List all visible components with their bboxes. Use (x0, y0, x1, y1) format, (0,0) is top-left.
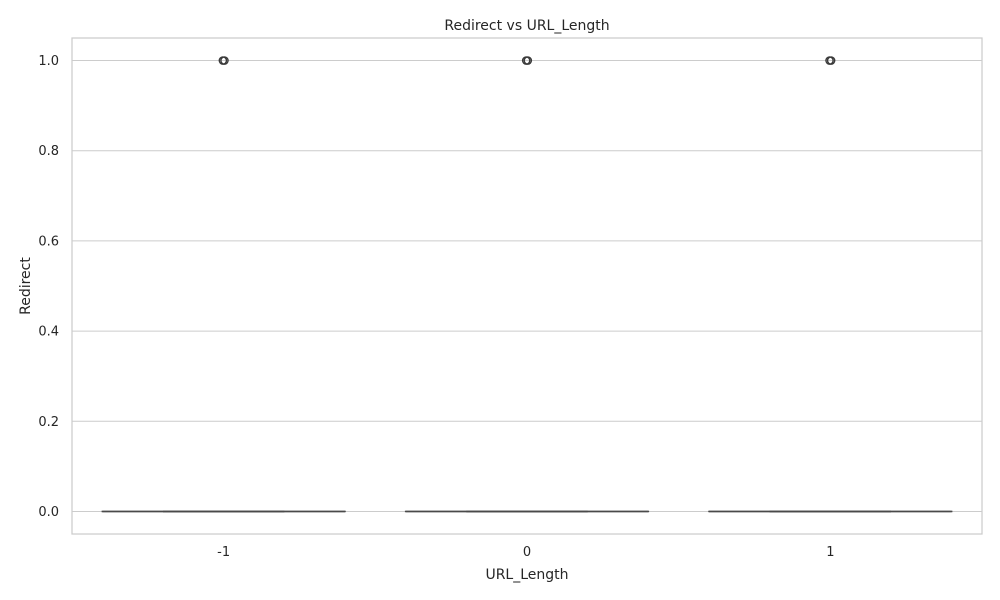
x-axis-label: URL_Length (485, 567, 568, 583)
box--1 (101, 56, 346, 513)
y-tick-label: 0.2 (38, 415, 59, 430)
y-tick-label: 1.0 (38, 54, 59, 69)
plot-frame (71, 37, 983, 535)
outlier-point (220, 56, 229, 65)
y-tick-label: 0.6 (38, 234, 59, 249)
box-0 (404, 56, 650, 513)
outlier-point (826, 56, 836, 65)
x-tick-label: 1 (826, 545, 834, 560)
grid-layer (72, 60, 982, 512)
x-tick-label: 0 (523, 545, 531, 560)
outlier-point (523, 56, 533, 65)
y-tick-label: 0.8 (38, 144, 59, 159)
y-tick-labels: 0.0 0.2 0.4 0.6 0.8 1.0 (38, 54, 59, 520)
x-tick-labels: -1 0 1 (217, 545, 834, 560)
chart-title: Redirect vs URL_Length (444, 18, 609, 34)
y-axis-label: Redirect (18, 257, 34, 315)
y-tick-label: 0.0 (38, 505, 59, 520)
x-tick-label: -1 (217, 545, 230, 560)
y-tick-label: 0.4 (38, 325, 59, 340)
box-1 (708, 56, 953, 513)
box-layer (101, 56, 953, 513)
